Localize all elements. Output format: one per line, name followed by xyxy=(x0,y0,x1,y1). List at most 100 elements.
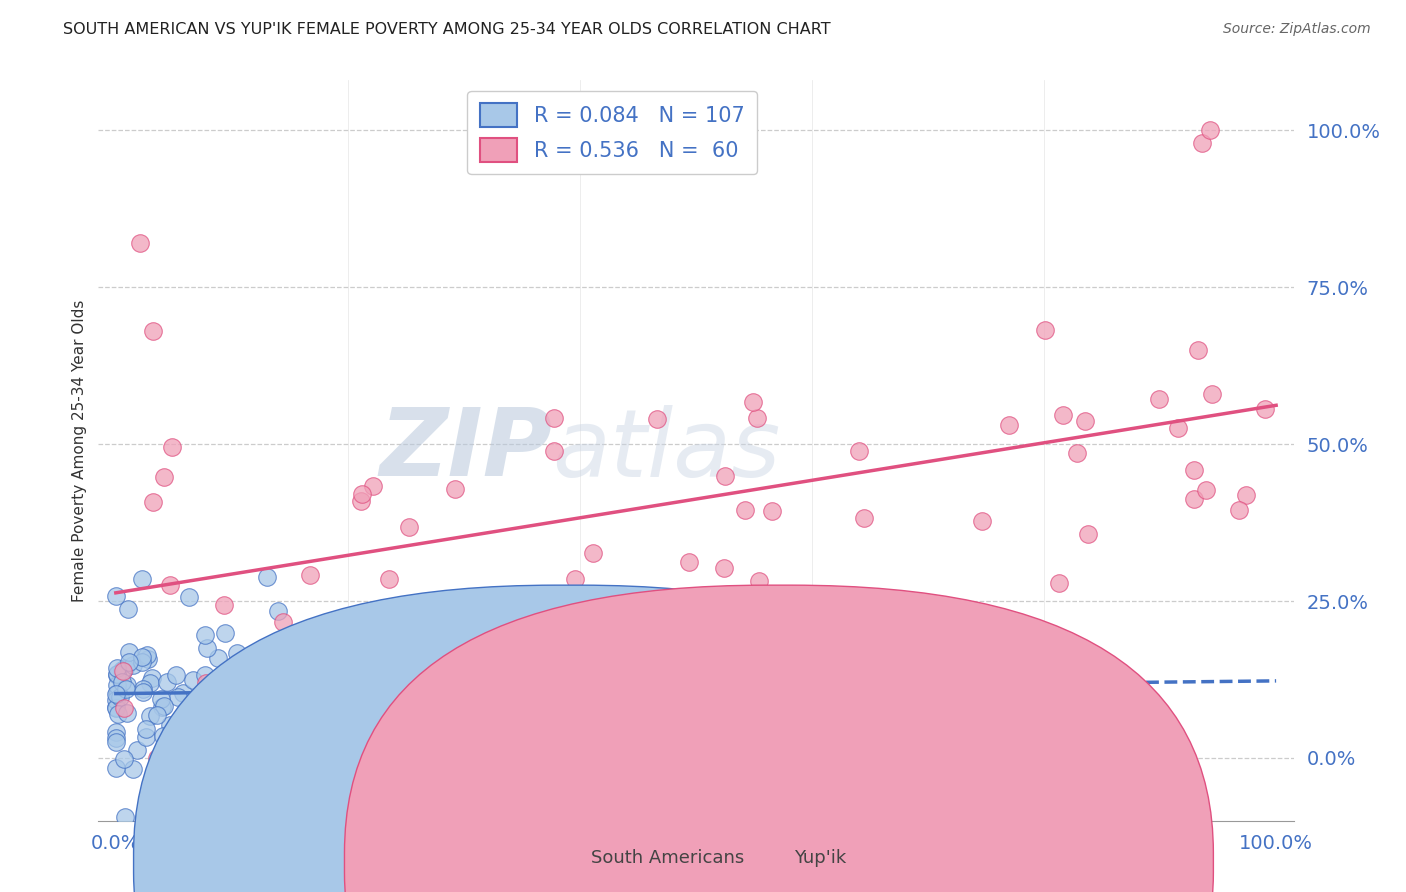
Text: SOUTH AMERICAN VS YUP'IK FEMALE POVERTY AMONG 25-34 YEAR OLDS CORRELATION CHART: SOUTH AMERICAN VS YUP'IK FEMALE POVERTY … xyxy=(63,22,831,37)
Point xyxy=(568,666,591,681)
Point xyxy=(256,570,278,584)
Point xyxy=(972,514,994,528)
Point xyxy=(105,678,128,692)
Point xyxy=(150,691,173,706)
Point xyxy=(191,789,214,803)
Point xyxy=(631,651,654,665)
Point xyxy=(105,735,128,749)
Point xyxy=(723,783,745,797)
Point xyxy=(543,411,565,425)
Point xyxy=(713,561,735,575)
Point xyxy=(118,645,141,659)
Point xyxy=(645,411,668,425)
Point xyxy=(301,667,323,681)
Point xyxy=(256,681,278,695)
Point xyxy=(162,440,184,454)
Point xyxy=(394,669,416,683)
Point xyxy=(115,681,138,696)
Point xyxy=(105,724,128,739)
Point xyxy=(714,468,737,483)
Point xyxy=(734,502,756,516)
Point xyxy=(998,417,1021,432)
Point xyxy=(645,602,668,616)
Point xyxy=(1191,136,1213,150)
Point xyxy=(112,752,135,766)
Point xyxy=(194,676,217,690)
Point xyxy=(117,678,139,692)
Point xyxy=(166,690,188,705)
Point xyxy=(398,520,420,534)
Point xyxy=(299,680,322,694)
Point xyxy=(104,700,127,714)
Point xyxy=(117,602,139,616)
Point xyxy=(214,598,236,612)
Point xyxy=(181,673,204,687)
Point xyxy=(702,700,724,714)
Point xyxy=(350,494,373,508)
Point xyxy=(111,663,134,677)
Point xyxy=(245,686,267,700)
Point xyxy=(322,640,344,654)
Point xyxy=(108,690,131,704)
Point xyxy=(155,772,177,787)
Point xyxy=(1049,575,1071,590)
Point xyxy=(105,701,128,715)
Point xyxy=(451,706,474,721)
Point xyxy=(172,731,194,745)
Point xyxy=(141,671,163,685)
Point xyxy=(678,556,700,570)
Point xyxy=(408,685,430,699)
Legend: R = 0.084   N = 107, R = 0.536   N =  60: R = 0.084 N = 107, R = 0.536 N = 60 xyxy=(467,91,758,174)
Point xyxy=(132,685,155,699)
Y-axis label: Female Poverty Among 25-34 Year Olds: Female Poverty Among 25-34 Year Olds xyxy=(72,300,87,601)
Point xyxy=(1073,414,1095,428)
Text: atlas: atlas xyxy=(553,405,780,496)
Point xyxy=(131,572,153,586)
Point xyxy=(105,693,128,707)
Text: Yup'ik: Yup'ik xyxy=(794,849,846,867)
Point xyxy=(215,685,238,699)
Point xyxy=(444,482,467,496)
Point xyxy=(188,752,211,766)
Point xyxy=(142,495,165,509)
Point xyxy=(139,708,162,723)
Point xyxy=(370,776,392,790)
Point xyxy=(207,650,229,665)
Point xyxy=(1194,483,1216,497)
Point xyxy=(159,578,181,592)
Point xyxy=(280,664,302,678)
Point xyxy=(105,660,128,674)
Point xyxy=(848,444,870,458)
Point xyxy=(589,666,612,681)
Point xyxy=(150,700,173,714)
Point xyxy=(1254,401,1277,416)
Point xyxy=(135,730,157,744)
Point xyxy=(368,654,391,668)
Point xyxy=(112,700,135,714)
Point xyxy=(1227,502,1250,516)
Point xyxy=(761,504,783,518)
Point xyxy=(423,704,446,718)
Point xyxy=(342,627,364,641)
Point xyxy=(1199,123,1222,137)
Point xyxy=(1147,392,1170,407)
Point xyxy=(267,604,290,618)
Point xyxy=(125,743,148,757)
Point xyxy=(311,756,333,770)
Point xyxy=(131,649,153,664)
Point xyxy=(146,707,169,722)
Point xyxy=(533,633,555,648)
Point xyxy=(165,668,187,682)
Point xyxy=(105,667,128,681)
Point xyxy=(117,656,139,670)
Point xyxy=(450,698,472,712)
Point xyxy=(745,411,768,425)
Point xyxy=(543,443,565,458)
Point xyxy=(402,751,425,765)
Point xyxy=(156,674,179,689)
Point xyxy=(131,656,153,670)
Point xyxy=(138,652,160,666)
Point xyxy=(430,727,453,741)
Point xyxy=(104,589,127,603)
Point xyxy=(475,690,498,705)
